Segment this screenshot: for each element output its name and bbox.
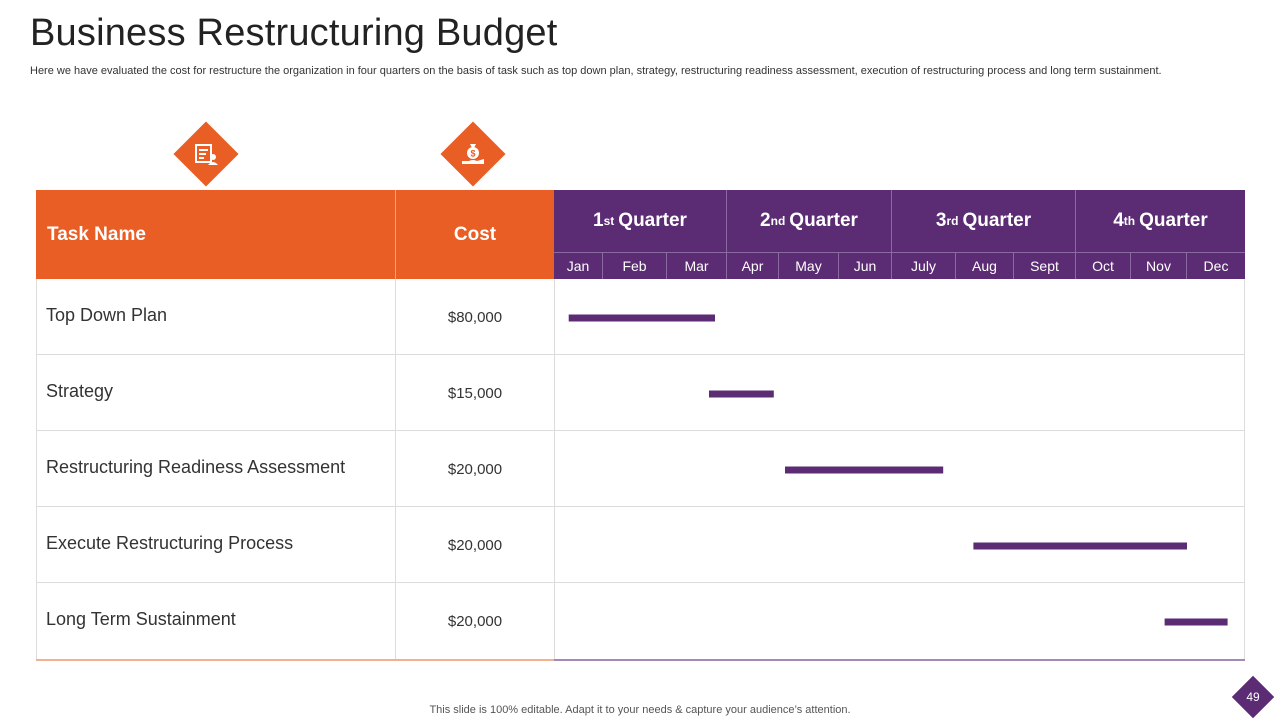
- svg-text:$: $: [470, 149, 475, 159]
- table-row: Long Term Sustainment $20,000: [36, 583, 1245, 659]
- column-divider: [554, 279, 555, 660]
- task-name: Top Down Plan: [46, 305, 168, 325]
- page-number: 49: [1246, 690, 1260, 704]
- table-row: Strategy $15,000: [36, 355, 1245, 431]
- month-sept: Sept: [1014, 252, 1076, 279]
- month-dec: Dec: [1187, 252, 1245, 279]
- page-title: Business Restructuring Budget: [30, 12, 558, 54]
- task-cost: $15,000: [447, 385, 503, 402]
- page-subtitle: Here we have evaluated the cost for rest…: [30, 65, 1162, 77]
- task-name: Strategy: [46, 381, 114, 401]
- bottom-accent-orange: [36, 659, 554, 661]
- task-cost: $20,000: [447, 537, 503, 554]
- task-name: Restructuring Readiness Assessment: [46, 457, 346, 477]
- task-name-header-label: Task Name: [47, 223, 146, 245]
- table-row: Restructuring Readiness Assessment $20,0…: [36, 431, 1245, 507]
- task-name: Long Term Sustainment: [46, 609, 236, 629]
- gantt-bar: [568, 314, 715, 322]
- gantt-bar: [785, 466, 944, 474]
- bottom-accent-purple: [554, 659, 1245, 661]
- month-feb: Feb: [603, 252, 667, 279]
- money-bag-hand-icon: $: [450, 131, 496, 177]
- task-name-header: Task Name: [36, 190, 396, 279]
- gantt-bar: [709, 390, 774, 398]
- month-nov: Nov: [1131, 252, 1187, 279]
- table-border-left: [36, 279, 37, 660]
- gantt-bar: [973, 542, 1187, 550]
- budget-list-icon: [183, 131, 229, 177]
- month-may: May: [779, 252, 839, 279]
- footer-note: This slide is 100% editable. Adapt it to…: [429, 704, 851, 716]
- month-july: July: [892, 252, 956, 279]
- table-row: Top Down Plan $80,000: [36, 279, 1245, 355]
- cost-header: Cost: [396, 190, 554, 279]
- task-cost: $20,000: [447, 461, 503, 478]
- cost-header-label: Cost: [453, 223, 497, 245]
- task-cost: $20,000: [447, 613, 503, 630]
- month-aug: Aug: [956, 252, 1014, 279]
- table-border-right: [1244, 279, 1245, 660]
- month-jan: Jan: [554, 252, 603, 279]
- gantt-bar: [1164, 618, 1228, 626]
- month-mar: Mar: [667, 252, 727, 279]
- task-name: Execute Restructuring Process: [46, 533, 294, 553]
- column-divider: [395, 279, 396, 660]
- month-jun: Jun: [839, 252, 892, 279]
- table-row: Execute Restructuring Process $20,000: [36, 507, 1245, 583]
- task-cost: $80,000: [447, 309, 503, 326]
- month-apr: Apr: [727, 252, 779, 279]
- month-oct: Oct: [1076, 252, 1131, 279]
